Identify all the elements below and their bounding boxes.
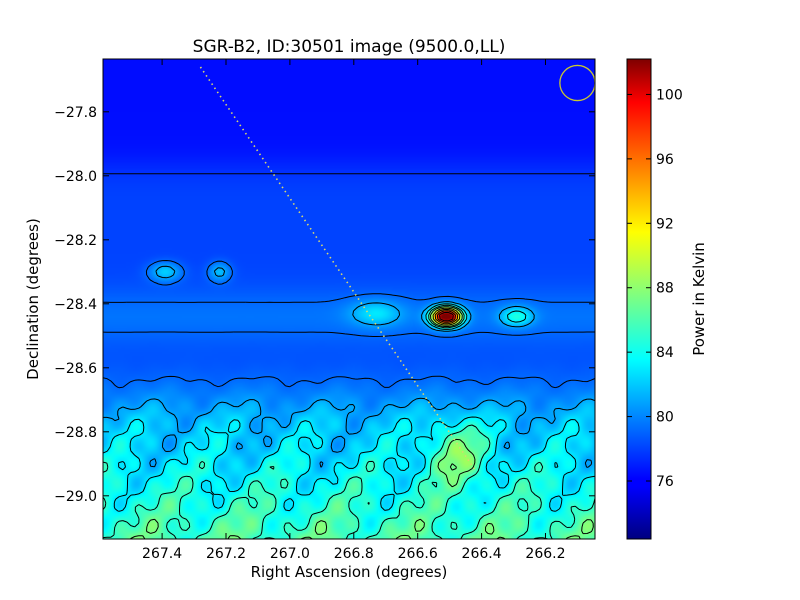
x-tick-label: 267.4 (142, 546, 182, 562)
colorbar-tick-label: 100 (656, 87, 683, 103)
colorbar-tick-label: 84 (656, 345, 674, 361)
contour-level (434, 309, 459, 325)
track-line (199, 66, 476, 471)
contour-lines (103, 173, 595, 539)
colorbar-gradient (626, 58, 652, 540)
chart-title: SGR-B2, ID:30501 image (9500.0,LL) (193, 37, 506, 57)
contour-level (436, 310, 456, 323)
contour-level (439, 311, 454, 322)
x-axis-label: Right Ascension (degrees) (251, 563, 448, 581)
colorbar-tick-label: 76 (656, 474, 674, 490)
x-tick-label: 266.6 (398, 546, 438, 562)
colorbar-tick-label: 88 (656, 281, 674, 297)
y-tick-label: −27.8 (54, 105, 97, 121)
y-tick-label: −28.6 (54, 361, 97, 377)
colorbar-tick-label: 96 (656, 152, 674, 168)
y-tick-label: −28.8 (54, 425, 97, 441)
colorbar-ticks: 76 80 84 88 92 96 100 (627, 87, 683, 490)
x-axis: 267.4 267.2 267.0 266.8 266.6 266.4 266.2 (142, 59, 566, 562)
plot-frame (102, 58, 596, 540)
colorbar-tick-label: 80 (656, 410, 674, 426)
y-tick-label: −28.0 (54, 169, 97, 185)
contour-level (103, 304, 595, 539)
x-tick-label: 266.8 (334, 546, 374, 562)
plot-area (103, 59, 595, 539)
contour-level (103, 265, 595, 468)
x-tick-label: 267.0 (270, 546, 310, 562)
beam-circle (559, 64, 595, 102)
y-axis: −27.8 −28.0 −28.2 −28.4 −28.6 −28.8 −29.0 (54, 105, 595, 505)
contour-level (103, 260, 595, 389)
y-tick-label: −28.4 (54, 297, 97, 313)
contour-level (432, 307, 461, 326)
x-tick-label: 267.2 (206, 546, 246, 562)
contour-level (103, 303, 595, 512)
colorbar-tick-label: 92 (656, 216, 674, 232)
colorbar: 76 80 84 88 92 96 100 Power in Kelvin (626, 58, 708, 540)
x-tick-label: 266.2 (525, 546, 565, 562)
contour-level (129, 306, 594, 539)
x-tick-label: 266.4 (462, 546, 502, 562)
colorbar-label: Power in Kelvin (690, 242, 708, 356)
y-tick-label: −29.0 (54, 489, 97, 505)
y-axis-label: Declination (degrees) (24, 218, 42, 380)
y-tick-label: −28.2 (54, 233, 97, 249)
